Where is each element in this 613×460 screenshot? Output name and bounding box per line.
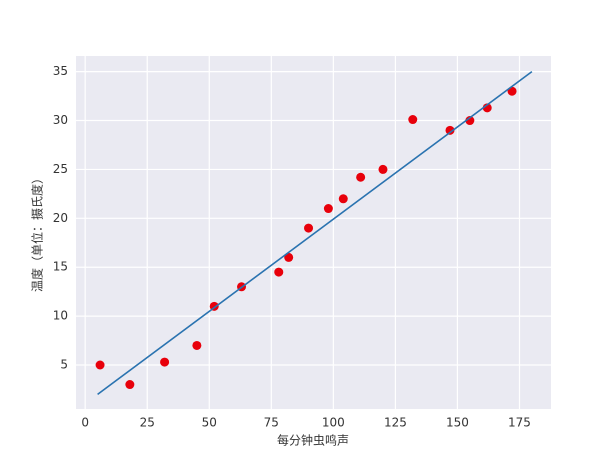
y-axis-label: 温度（单位：摄氏度） xyxy=(30,172,45,292)
y-tick-label: 5 xyxy=(60,357,68,371)
x-tick-label: 50 xyxy=(202,416,217,430)
x-tick-label: 0 xyxy=(81,416,89,430)
y-tick-label: 10 xyxy=(53,309,68,323)
scatter-point xyxy=(160,357,170,367)
scatter-point xyxy=(304,223,314,233)
y-tick-label: 35 xyxy=(53,64,68,78)
x-tick-label: 175 xyxy=(508,416,531,430)
scatter-point xyxy=(95,360,105,370)
scatter-point xyxy=(445,125,455,135)
plot-area xyxy=(76,56,551,409)
scatter-point xyxy=(378,164,388,174)
x-tick-label: 150 xyxy=(446,416,469,430)
scatter-point xyxy=(338,194,348,204)
x-tick-label: 125 xyxy=(384,416,407,430)
scatter-point xyxy=(408,115,418,125)
x-axis-label: 每分钟虫鸣声 xyxy=(277,433,349,448)
scatter-point xyxy=(192,340,202,350)
scatter-point xyxy=(274,267,284,277)
x-tick-label: 75 xyxy=(264,416,279,430)
x-tick-label: 100 xyxy=(322,416,345,430)
scatter-point xyxy=(465,116,475,126)
y-tick-label: 30 xyxy=(53,113,68,127)
scatter-point xyxy=(356,172,366,182)
y-tick-label: 25 xyxy=(53,162,68,176)
y-tick-label: 15 xyxy=(53,260,68,274)
regression-line xyxy=(97,71,533,395)
scatter-point xyxy=(284,252,294,262)
y-tick-label: 20 xyxy=(53,211,68,225)
x-tick-label: 25 xyxy=(140,416,155,430)
scatter-point xyxy=(323,204,333,214)
scatter-point xyxy=(125,380,135,390)
